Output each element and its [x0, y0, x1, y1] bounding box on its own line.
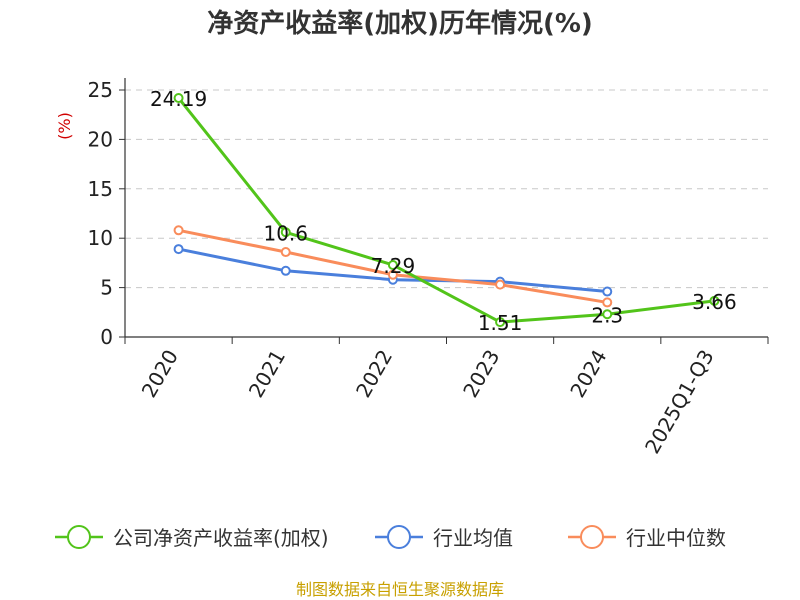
x-tick-label: 2024	[565, 346, 611, 402]
gridlines	[125, 89, 768, 289]
data-label: 10.6	[263, 221, 308, 245]
legend-marker	[387, 525, 411, 549]
data-point[interactable]	[173, 93, 184, 104]
y-axis-label: (%)	[55, 112, 74, 140]
data-labels: 24.19 10.6 7.29 1.51 2.3 3.66	[150, 87, 737, 335]
x-tick-label: 2021	[244, 346, 290, 402]
x-tick-label: 2025Q1-Q3	[640, 346, 719, 458]
legend-item[interactable]: 公司净资产收益率(加权)	[55, 525, 329, 550]
legend-item[interactable]: 行业中位数	[568, 525, 726, 550]
data-point[interactable]	[280, 227, 291, 238]
y-tick-label: 0	[100, 325, 113, 349]
data-label: 24.19	[150, 87, 207, 111]
data-point[interactable]	[173, 225, 184, 236]
data-point[interactable]	[495, 279, 506, 290]
legend[interactable]: 公司净资产收益率(加权) 行业均值 行业中位数	[55, 525, 726, 550]
legend-item[interactable]: 行业均值	[375, 525, 513, 550]
data-label: 1.51	[478, 311, 523, 335]
y-tick-label: 10	[88, 226, 113, 250]
legend-label: 行业均值	[433, 526, 513, 550]
data-point[interactable]	[602, 297, 613, 308]
data-label: 2.3	[591, 303, 623, 327]
chart-title: 净资产收益率(加权)历年情况(%)	[207, 8, 593, 39]
data-point[interactable]	[387, 259, 398, 270]
source-note: 制图数据来自恒生聚源数据库	[296, 580, 504, 599]
data-point[interactable]	[387, 269, 398, 280]
legend-label: 公司净资产收益率(加权)	[113, 526, 329, 550]
data-label: 7.29	[371, 254, 416, 278]
data-point[interactable]	[602, 286, 613, 297]
axes: 0 5 10 15 20 25 2020 2021 2022 2023 2024 2025Q1-Q3	[88, 78, 769, 458]
series-lines	[173, 93, 720, 328]
legend-marker	[580, 525, 604, 549]
data-point[interactable]	[173, 244, 184, 255]
data-point[interactable]	[495, 317, 506, 328]
data-point[interactable]	[709, 295, 720, 306]
data-point[interactable]	[602, 309, 613, 320]
y-tick-label: 25	[88, 78, 113, 102]
y-tick-label: 15	[88, 177, 113, 201]
x-tick-label: 2023	[458, 346, 504, 402]
x-tick-label: 2020	[137, 346, 183, 402]
legend-marker	[67, 525, 91, 549]
data-label: 3.66	[692, 290, 737, 314]
data-point[interactable]	[280, 265, 291, 276]
y-tick-label: 5	[100, 276, 113, 300]
series-line	[177, 97, 715, 324]
data-point[interactable]	[280, 247, 291, 258]
y-tick-label: 20	[88, 127, 113, 151]
legend-label: 行业中位数	[626, 526, 726, 550]
x-tick-label: 2022	[351, 346, 397, 402]
